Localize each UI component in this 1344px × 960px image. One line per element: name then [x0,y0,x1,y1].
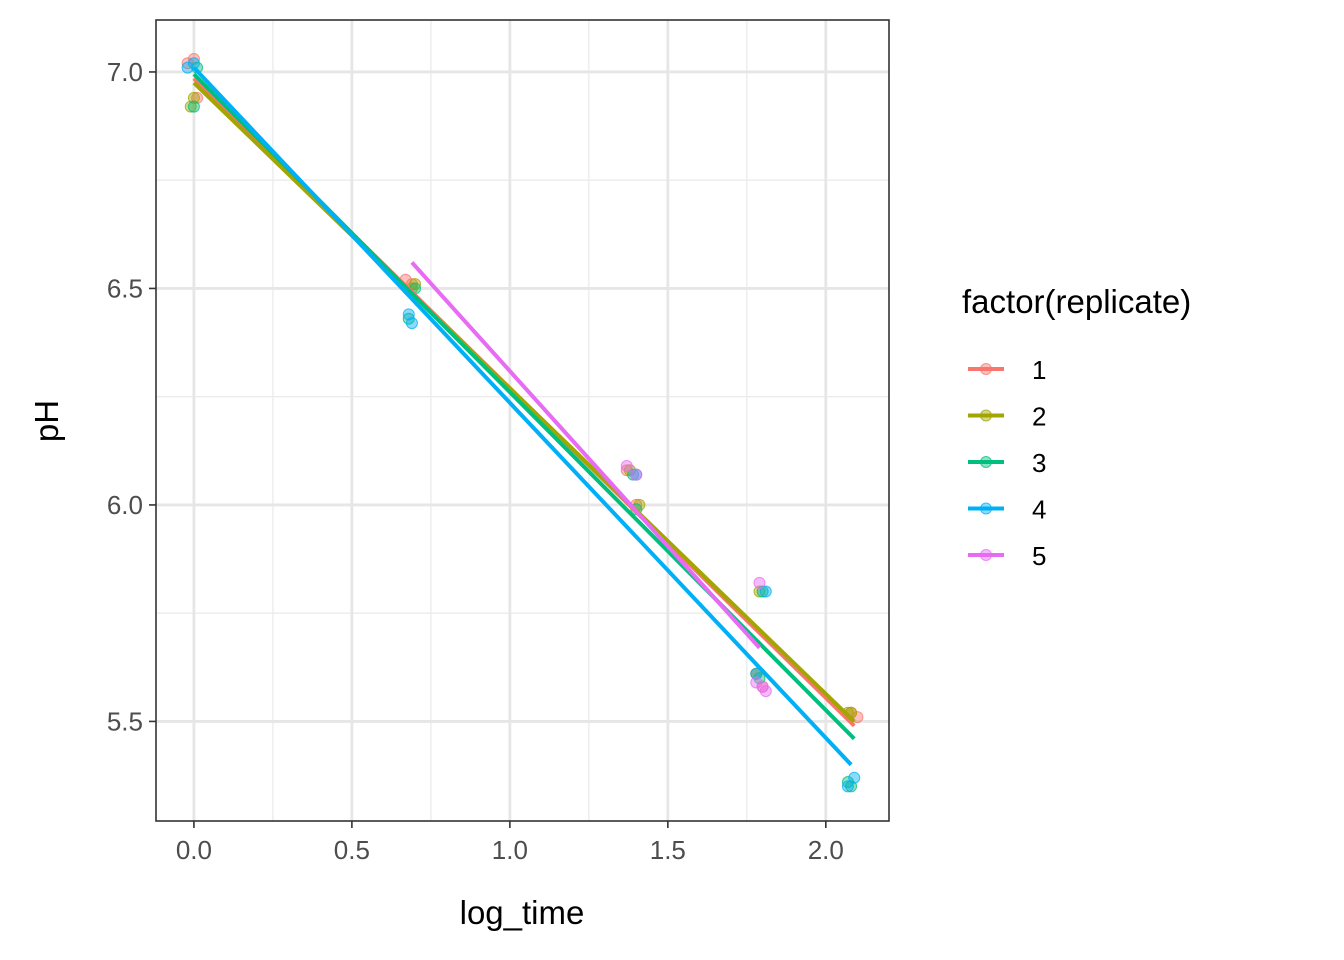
x-tick-label: 1.5 [650,835,686,865]
legend: factor(replicate) 1 2 3 4 5 [962,283,1191,571]
y-axis-ticks: 5.5 6.0 6.5 7.0 [107,57,156,736]
plot-panel [156,20,889,821]
fit-line-replicate-2 [192,81,856,723]
legend-key-point-1 [980,363,992,375]
data-point-replicate-4 [841,780,854,793]
y-tick-label: 7.0 [107,57,143,87]
x-axis-title: log_time [460,894,585,931]
data-point-replicate-5 [630,468,643,481]
legend-key-point-2 [980,409,992,422]
legend-label-5: 5 [1032,541,1046,571]
x-tick-label: 0.5 [334,835,370,865]
legend-label-1: 1 [1032,355,1046,385]
y-tick-label: 5.5 [107,706,143,736]
data-point-replicate-2 [187,91,200,104]
data-point-replicate-3 [627,468,640,481]
data-point-replicate-5 [759,685,772,698]
data-point-replicate-4 [759,585,772,598]
data-point-replicate-2 [753,585,766,598]
y-tick-label: 6.5 [107,273,143,303]
y-tick-label: 6.0 [107,490,143,520]
legend-label-3: 3 [1032,448,1046,478]
legend-key-point-5 [980,549,992,561]
x-tick-label: 1.0 [492,835,528,865]
fit-line-replicate-4 [192,66,853,767]
data-point-replicate-5 [620,459,633,472]
fit-lines [192,66,856,767]
grid-minor [156,20,889,821]
grid-major [156,20,889,821]
fit-line-replicate-5 [410,261,761,650]
data-point-replicate-3 [187,100,200,113]
legend-label-4: 4 [1032,495,1046,525]
y-axis-title: pH [28,400,65,442]
data-point-replicate-4 [750,667,763,680]
x-tick-label: 0.0 [176,835,212,865]
data-point-replicate-5 [750,676,763,689]
legend-key-point-3 [980,456,992,468]
legend-label-2: 2 [1032,402,1046,432]
data-point-replicate-4 [848,771,861,784]
x-axis-ticks: 0.0 0.5 1.0 1.5 2.0 [176,821,844,865]
data-point-replicate-5 [753,576,766,589]
plot-border [155,19,890,822]
data-point-replicate-4 [187,57,200,70]
data-point-replicate-4 [405,317,418,330]
x-tick-label: 2.0 [808,835,844,865]
legend-items: 1 2 3 4 5 [968,355,1046,571]
legend-key-point-4 [980,502,992,515]
data-point-replicate-4 [181,61,194,74]
legend-title: factor(replicate) [962,283,1191,320]
data-point-replicate-2 [409,278,422,291]
